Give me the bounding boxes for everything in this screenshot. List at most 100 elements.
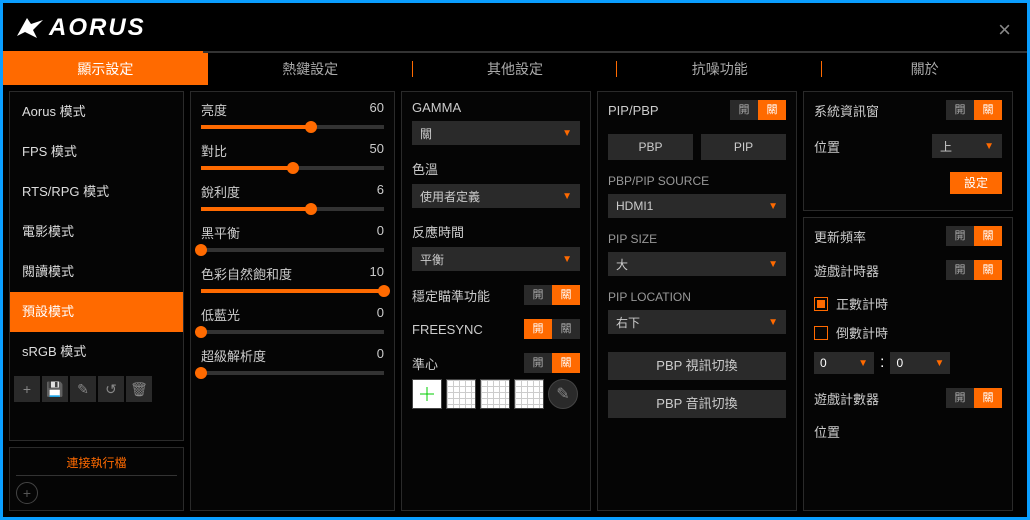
slider-value: 10 xyxy=(370,264,384,283)
sysinfo-pos-dropdown[interactable]: 上▼ xyxy=(932,134,1002,158)
chevron-down-icon: ▼ xyxy=(768,259,778,270)
chevron-down-icon: ▼ xyxy=(562,254,572,265)
gaming-panel: 更新頻率 開關 遊戲計時器 開關 正數計時 倒數計時 0▼ : 0▼ 遊戲計數器… xyxy=(803,217,1013,511)
tab-hotkey[interactable]: 熱鍵設定 xyxy=(208,53,413,85)
sysinfo-pos-label: 位置 xyxy=(814,137,840,156)
counter-toggle[interactable]: 開關 xyxy=(946,388,1002,408)
pip-size-dropdown[interactable]: 大▼ xyxy=(608,252,786,276)
tab-display[interactable]: 顯示設定 xyxy=(3,53,208,85)
aorus-eagle-icon xyxy=(15,16,45,40)
gamma-label: GAMMA xyxy=(412,100,580,115)
pip-button[interactable]: PIP xyxy=(701,134,786,160)
refresh-toggle[interactable]: 開關 xyxy=(946,226,1002,246)
pip-panel: PIP/PBP 開關 PBP PIP PBP/PIP SOURCE HDMI1▼… xyxy=(597,91,797,511)
slider-label: 超級解析度 xyxy=(201,346,266,365)
slider-value: 60 xyxy=(370,100,384,119)
slider-0[interactable] xyxy=(201,125,384,129)
mode-tools: + 💾 ✎ ↺ 🗑 xyxy=(10,372,183,406)
chevron-down-icon: ▼ xyxy=(984,141,994,152)
logo: AORUS xyxy=(15,14,146,42)
crosshair-opt-4[interactable] xyxy=(514,379,544,409)
mode-reset-icon[interactable]: ↺ xyxy=(98,376,124,402)
chevron-down-icon: ▼ xyxy=(562,191,572,202)
pip-size-label: PIP SIZE xyxy=(608,232,786,246)
pip-toggle[interactable]: 開關 xyxy=(730,100,786,120)
sysinfo-toggle[interactable]: 開關 xyxy=(946,100,1002,120)
mode-add-icon[interactable]: + xyxy=(14,376,40,402)
mode-movie[interactable]: 電影模式 xyxy=(10,212,183,252)
sysinfo-set-button[interactable]: 設定 xyxy=(950,172,1002,194)
crosshair-label: 準心 xyxy=(412,354,438,373)
mode-list: Aorus 模式 FPS 模式 RTS/RPG 模式 電影模式 閱讀模式 預設模… xyxy=(9,91,184,441)
timer-sec-dropdown[interactable]: 0▼ xyxy=(890,352,950,374)
link-exec-header: 連接執行檔 xyxy=(16,454,177,476)
slider-value: 0 xyxy=(377,223,384,242)
pip-source-dropdown[interactable]: HDMI1▼ xyxy=(608,194,786,218)
mode-default[interactable]: 預設模式 xyxy=(10,292,183,332)
chevron-down-icon: ▼ xyxy=(935,358,945,369)
crosshair-opt-1[interactable] xyxy=(412,379,442,409)
pbp-audio-swap-button[interactable]: PBP 音訊切換 xyxy=(608,390,786,418)
aim-stab-toggle[interactable]: 開關 xyxy=(524,285,580,305)
radio-icon xyxy=(814,326,828,340)
crosshair-opt-3[interactable] xyxy=(480,379,510,409)
pbp-video-swap-button[interactable]: PBP 視訊切換 xyxy=(608,352,786,380)
slider-4[interactable] xyxy=(201,289,384,293)
color-temp-dropdown[interactable]: 使用者定義▼ xyxy=(412,184,580,208)
slider-label: 對比 xyxy=(201,141,227,160)
aorus-osd-window: AORUS × 顯示設定 熱鍵設定 其他設定 抗噪功能 關於 Aorus 模式 … xyxy=(3,3,1027,517)
crosshair-edit-icon[interactable]: ✎ xyxy=(548,379,578,409)
slider-3[interactable] xyxy=(201,248,384,252)
timer-down-radio[interactable]: 倒數計時 xyxy=(814,323,1002,342)
chevron-down-icon: ▼ xyxy=(768,201,778,212)
gamma-dropdown[interactable]: 關▼ xyxy=(412,121,580,145)
slider-value: 0 xyxy=(377,305,384,324)
close-icon[interactable]: × xyxy=(998,17,1011,43)
radio-icon xyxy=(814,297,828,311)
tab-about[interactable]: 關於 xyxy=(822,53,1027,85)
timer-min-dropdown[interactable]: 0▼ xyxy=(814,352,874,374)
brand-text: AORUS xyxy=(49,14,146,42)
mode-fps[interactable]: FPS 模式 xyxy=(10,132,183,172)
timer-label: 遊戲計時器 xyxy=(814,261,879,280)
timer-up-radio[interactable]: 正數計時 xyxy=(814,294,1002,313)
slider-label: 銳利度 xyxy=(201,182,240,201)
mode-delete-icon[interactable]: 🗑 xyxy=(126,376,152,402)
counter-pos-label: 位置 xyxy=(814,422,840,441)
link-exec-add-icon[interactable]: + xyxy=(16,482,38,504)
tab-anc[interactable]: 抗噪功能 xyxy=(617,53,822,85)
mode-reader[interactable]: 閱讀模式 xyxy=(10,252,183,292)
crosshair-toggle[interactable]: 開關 xyxy=(524,353,580,373)
tab-other[interactable]: 其他設定 xyxy=(413,53,618,85)
aim-stab-label: 穩定瞄準功能 xyxy=(412,286,490,305)
sysinfo-panel: 系統資訊窗 開關 位置 上▼ 設定 xyxy=(803,91,1013,211)
mode-save-icon[interactable]: 💾 xyxy=(42,376,68,402)
mode-srgb[interactable]: sRGB 模式 xyxy=(10,332,183,372)
mode-rts[interactable]: RTS/RPG 模式 xyxy=(10,172,183,212)
response-dropdown[interactable]: 平衡▼ xyxy=(412,247,580,271)
freesync-toggle[interactable]: 開關 xyxy=(524,319,580,339)
pip-loc-dropdown[interactable]: 右下▼ xyxy=(608,310,786,334)
slider-2[interactable] xyxy=(201,207,384,211)
slider-6[interactable] xyxy=(201,371,384,375)
slider-label: 黑平衡 xyxy=(201,223,240,242)
crosshair-opt-2[interactable] xyxy=(446,379,476,409)
slider-1[interactable] xyxy=(201,166,384,170)
refresh-label: 更新頻率 xyxy=(814,227,866,246)
sysinfo-label: 系統資訊窗 xyxy=(814,101,879,120)
pip-loc-label: PIP LOCATION xyxy=(608,290,786,304)
timer-toggle[interactable]: 開關 xyxy=(946,260,1002,280)
chevron-down-icon: ▼ xyxy=(562,128,572,139)
slider-label: 亮度 xyxy=(201,100,227,119)
slider-value: 6 xyxy=(377,182,384,201)
crosshair-picker: ✎ xyxy=(412,379,580,409)
chevron-down-icon: ▼ xyxy=(768,317,778,328)
slider-5[interactable] xyxy=(201,330,384,334)
mode-edit-icon[interactable]: ✎ xyxy=(70,376,96,402)
pbp-button[interactable]: PBP xyxy=(608,134,693,160)
freesync-label: FREESYNC xyxy=(412,322,483,337)
mode-aorus[interactable]: Aorus 模式 xyxy=(10,92,183,132)
timer-colon: : xyxy=(880,354,884,372)
timer-value-row: 0▼ : 0▼ xyxy=(814,352,1002,374)
slider-label: 低藍光 xyxy=(201,305,240,324)
